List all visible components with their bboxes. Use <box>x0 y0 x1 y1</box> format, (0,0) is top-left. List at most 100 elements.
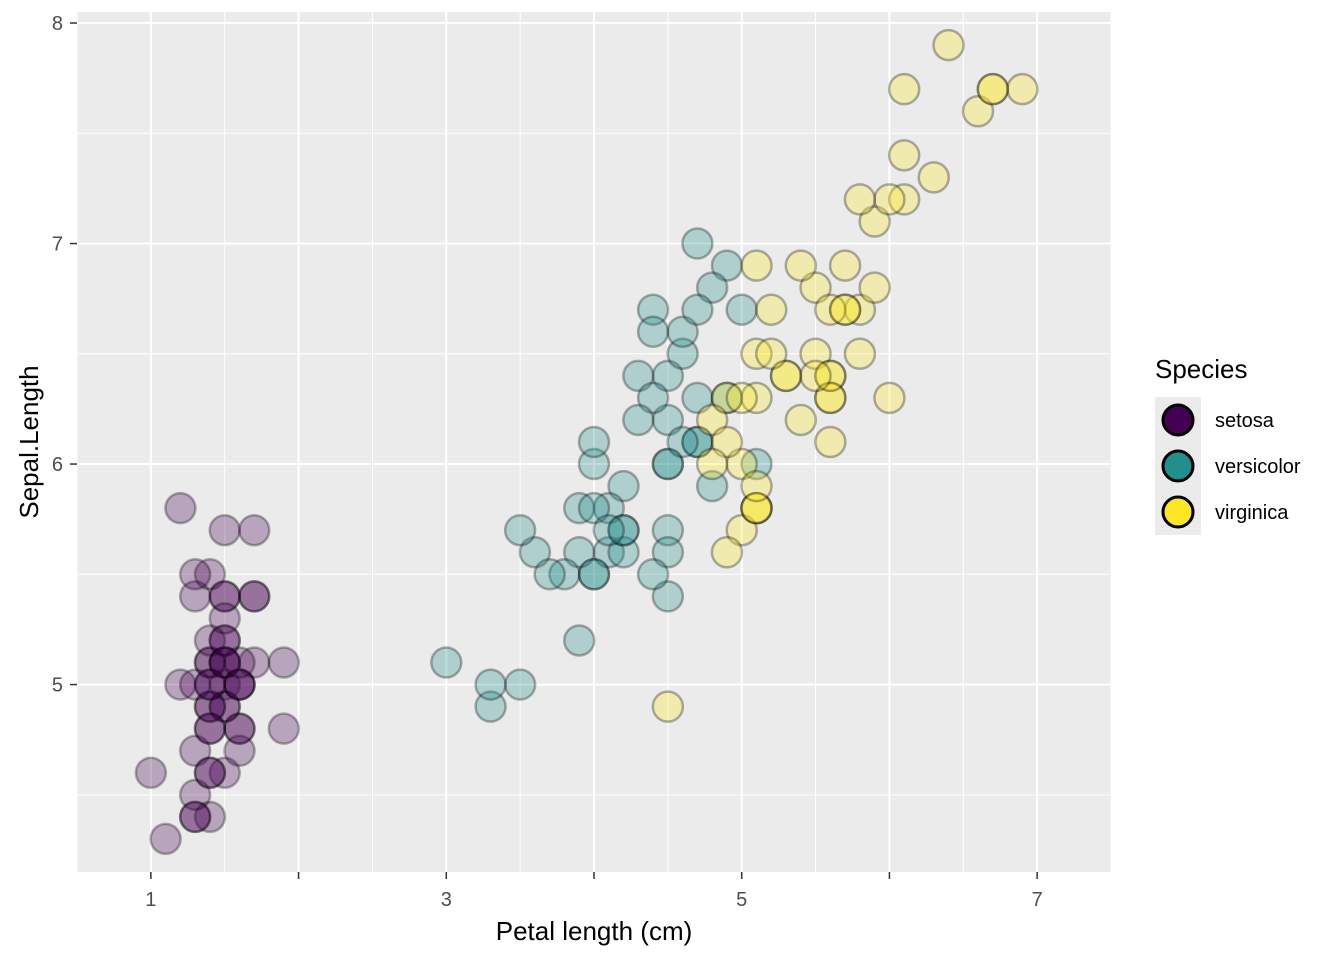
y-tick-label: 8 <box>52 13 63 35</box>
data-point-versicolor <box>607 536 640 569</box>
data-point-versicolor <box>681 293 714 326</box>
y-axis-tick-labels: 5 6 7 8 <box>52 13 63 697</box>
data-point-virginica <box>725 381 758 415</box>
data-point-virginica <box>725 513 758 547</box>
data-point-setosa <box>193 800 227 834</box>
data-point-setosa <box>223 712 256 745</box>
data-point-virginica <box>710 381 744 415</box>
data-point-setosa <box>208 602 241 635</box>
data-point-setosa <box>193 690 227 723</box>
data-point-setosa <box>223 668 256 701</box>
data-point-setosa <box>208 580 241 613</box>
data-point-versicolor <box>636 558 670 591</box>
data-point-versicolor <box>710 381 744 415</box>
legend-title: Species <box>1155 354 1248 384</box>
data-point-setosa <box>193 690 227 723</box>
data-point-setosa <box>193 624 227 657</box>
data-point-versicolor <box>592 536 626 569</box>
data-point-versicolor <box>681 425 714 459</box>
data-point-virginica <box>740 469 773 503</box>
data-point-versicolor <box>577 447 611 481</box>
data-point-virginica <box>887 183 921 216</box>
data-point-virginica <box>828 249 862 282</box>
data-point-versicolor <box>636 315 670 348</box>
data-point-virginica <box>710 536 744 569</box>
data-point-virginica <box>740 491 773 525</box>
data-point-versicolor <box>577 491 611 525</box>
data-point-setosa <box>178 778 212 812</box>
data-point-versicolor <box>622 403 655 437</box>
data-point-versicolor <box>666 337 699 371</box>
x-axis-label: Petal length (cm) <box>496 916 693 946</box>
data-point-virginica <box>843 337 877 371</box>
data-point-versicolor <box>695 271 729 304</box>
data-point-versicolor <box>577 558 611 591</box>
data-point-versicolor <box>474 690 507 723</box>
data-point-virginica <box>814 359 847 393</box>
data-point-virginica <box>814 381 847 415</box>
data-point-virginica <box>755 337 788 371</box>
data-point-virginica <box>740 491 773 525</box>
x-tick-label: 1 <box>145 889 156 911</box>
data-point-virginica <box>828 293 862 326</box>
data-point-setosa <box>178 734 212 767</box>
data-point-setosa <box>208 646 241 679</box>
data-point-versicolor <box>681 425 714 459</box>
data-point-versicolor <box>607 513 640 547</box>
major-gridlines <box>77 12 1111 872</box>
data-point-virginica <box>740 491 773 525</box>
legend-swatch <box>1161 449 1195 483</box>
y-tick-label: 7 <box>52 234 63 256</box>
legend-label: setosa <box>1215 410 1275 432</box>
data-point-versicolor <box>474 668 507 701</box>
x-tick-label: 5 <box>736 889 747 911</box>
data-point-setosa <box>223 668 256 701</box>
data-point-virginica <box>799 359 832 393</box>
data-point-virginica <box>740 337 773 371</box>
data-point-virginica <box>814 381 847 415</box>
legend: Species setosa versicolor virginica <box>1155 354 1301 535</box>
data-point-versicolor <box>651 447 685 481</box>
data-point-versicolor <box>577 425 611 459</box>
y-tick-label: 6 <box>52 454 63 476</box>
data-point-virginica <box>651 690 685 723</box>
data-point-virginica <box>932 28 965 62</box>
legend-swatch <box>1161 403 1195 437</box>
data-point-virginica <box>769 359 803 393</box>
data-point-setosa <box>193 646 227 679</box>
data-point-setosa <box>208 624 241 657</box>
data-point-setosa <box>238 580 271 613</box>
legend-swatch <box>1161 495 1195 529</box>
data-point-setosa <box>149 822 182 856</box>
data-point-setosa <box>178 800 212 834</box>
data-point-versicolor <box>666 425 699 459</box>
legend-label: versicolor <box>1215 456 1301 478</box>
data-point-setosa <box>164 668 197 701</box>
data-point-setosa <box>267 646 301 679</box>
data-point-setosa <box>238 646 271 679</box>
data-point-setosa <box>208 690 241 723</box>
data-point-virginica <box>784 403 818 437</box>
data-point-virginica <box>799 337 832 371</box>
data-point-setosa <box>208 624 241 657</box>
data-point-versicolor <box>651 447 685 481</box>
data-point-virginica <box>814 359 847 393</box>
data-point-setosa <box>193 712 227 745</box>
data-point-setosa <box>208 513 241 547</box>
data-point-versicolor <box>636 293 670 326</box>
data-point-virginica <box>814 425 847 459</box>
data-point-virginica <box>710 425 744 459</box>
data-point-virginica <box>976 72 1010 106</box>
data-point-setosa <box>193 646 227 679</box>
data-point-setosa <box>238 513 271 547</box>
data-point-virginica <box>976 72 1010 106</box>
data-point-setosa <box>208 690 241 723</box>
data-point-setosa <box>193 668 227 701</box>
data-point-versicolor <box>681 227 714 260</box>
data-point-versicolor <box>651 580 685 613</box>
data-point-virginica <box>1006 72 1039 106</box>
data-point-versicolor <box>577 558 611 591</box>
legend-entries: setosa versicolor virginica <box>1155 397 1301 535</box>
data-point-setosa <box>208 646 241 679</box>
